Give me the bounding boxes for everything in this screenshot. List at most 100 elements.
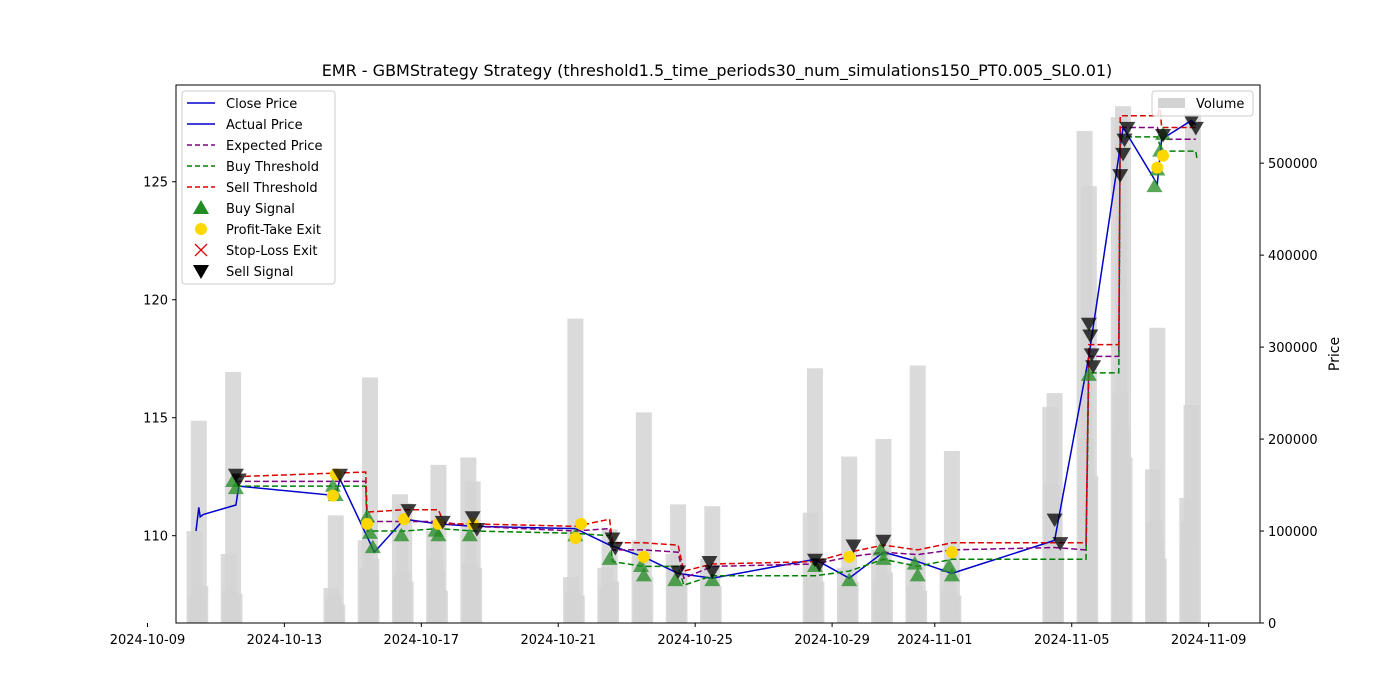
buy-signal-20 — [875, 551, 892, 565]
x-tick-label-4: 2024-10-25 — [657, 633, 733, 648]
legend-label-sell-signal: Sell Signal — [226, 265, 294, 280]
signal-markers — [225, 114, 1204, 587]
profit-take-exit-1 — [326, 489, 339, 502]
legend-label-profit-take-exit: Profit-Take Exit — [226, 223, 321, 238]
volume-bar-28 — [430, 464, 447, 623]
sell-signal-5 — [464, 511, 481, 525]
legend-label-buy-threshold: Buy Threshold — [226, 160, 319, 175]
legend-right: Volume — [1151, 90, 1254, 117]
sell-signal-25 — [1119, 121, 1136, 136]
sell-signal-1 — [230, 473, 247, 488]
sell-signal-22 — [1112, 169, 1129, 183]
volume-bar-78 — [909, 365, 926, 623]
x-tick-label-5: 2024-10-29 — [794, 633, 870, 648]
volume-bars — [186, 106, 1201, 623]
volume-bar-89 — [1048, 549, 1065, 623]
volume-bar-39 — [568, 595, 585, 623]
buy-signal-15 — [667, 572, 684, 587]
y-left-tick-label-2: 120 — [143, 294, 168, 309]
volume-bar-99 — [1116, 457, 1133, 623]
series-sell-threshold — [235, 108, 1196, 573]
y-right-tick-label-0: 0 — [1268, 617, 1276, 632]
sell-signal-16 — [1046, 513, 1063, 528]
buy-signal-6 — [364, 539, 381, 554]
volume-bar-44 — [603, 581, 620, 623]
legend-glyph-profit-take-exit — [195, 223, 207, 235]
buy-signal-26 — [1146, 178, 1163, 193]
volume-bar-13 — [327, 515, 344, 623]
x-axis: 2024-10-09 2024-10-13 2024-10-17 2024-10-21… — [110, 623, 1246, 648]
profit-take-exit-7 — [575, 517, 588, 530]
legend-left-box — [181, 90, 336, 285]
legend-glyph-stop-loss-exit — [194, 243, 208, 257]
sell-signal-26 — [1155, 128, 1172, 143]
y-axis-right-label: Price — [1327, 337, 1343, 371]
profit-take-exit-3 — [398, 513, 411, 526]
volume-bar-34 — [466, 567, 483, 623]
x-tick-label-1: 2024-10-13 — [247, 633, 323, 648]
sell-signal-2 — [332, 468, 349, 483]
legend-label-stop-loss-exit: Stop-Loss Exit — [226, 244, 318, 259]
profit-take-exit-11 — [1151, 161, 1164, 174]
volume-bar-49 — [637, 577, 654, 623]
volume-bar-8 — [225, 371, 242, 623]
buy-signal-5 — [361, 525, 378, 539]
profit-take-exit-10 — [945, 546, 958, 559]
volume-bar-64 — [808, 581, 825, 623]
buy-signal-10 — [461, 527, 478, 542]
y-right-tick-label-2: 200000 — [1268, 433, 1318, 448]
volume-bar-59 — [705, 586, 722, 623]
volume-bar-29 — [431, 590, 448, 623]
volume-bar-14 — [329, 604, 346, 623]
sell-signal-10 — [701, 556, 718, 570]
y-left-tick-label-0: 110 — [143, 530, 168, 545]
profit-take-exit-6 — [569, 532, 582, 545]
legend-right-box — [1151, 90, 1254, 117]
buy-signal-7 — [393, 527, 410, 542]
volume-bar-38 — [567, 318, 584, 623]
x-tick-label-7: 2024-11-05 — [1034, 633, 1110, 648]
volume-bar-24 — [397, 581, 414, 623]
y-axis-right: 0 100000 200000 300000 400000 500000 — [1260, 157, 1318, 632]
sell-signal-15 — [875, 534, 892, 549]
sell-signal-27 — [1183, 114, 1200, 129]
buy-signal-18 — [841, 572, 858, 587]
legend-glyph-volume — [1158, 98, 1185, 108]
sell-signal-9 — [670, 565, 687, 580]
buy-signal-14 — [635, 567, 652, 582]
volume-bar-84 — [945, 595, 962, 623]
volume-bar-104 — [1150, 558, 1167, 623]
y-right-tick-label-3: 300000 — [1268, 341, 1318, 356]
buy-signal-2 — [324, 478, 341, 492]
buy-signal-12 — [601, 551, 618, 565]
legend-glyph-buy-signal — [193, 200, 209, 214]
volume-bar-3 — [190, 420, 207, 623]
sell-signal-3 — [400, 504, 417, 518]
volume-bar-109 — [1184, 107, 1201, 623]
buy-signal-13 — [632, 558, 649, 572]
buy-signal-4 — [359, 508, 376, 523]
volume-bar-19 — [363, 558, 380, 623]
legend-label-expected-price: Expected Price — [226, 139, 323, 154]
sell-signal-11 — [704, 565, 721, 580]
sell-signal-21 — [1085, 360, 1102, 374]
buy-signal-19 — [872, 541, 889, 556]
buy-signal-25 — [1080, 367, 1097, 381]
legend-label-actual-price: Actual Price — [226, 118, 303, 133]
plot-frame — [175, 84, 1261, 624]
buy-signal-21 — [906, 556, 923, 570]
chart-title: EMR - GBMStrategy Strategy (threshold1.5… — [322, 61, 1113, 81]
volume-bar-9 — [226, 593, 243, 623]
buy-signal-1 — [227, 480, 244, 495]
y-right-tick-label-5: 500000 — [1268, 157, 1318, 172]
sell-signal-8 — [607, 541, 624, 556]
profit-take-exit-9 — [843, 550, 856, 563]
volume-bar-69 — [842, 581, 859, 623]
sell-signal-28 — [1187, 121, 1204, 136]
y-right-tick-label-4: 400000 — [1268, 249, 1318, 264]
buy-signal-16 — [704, 572, 721, 587]
profit-take-exit-2 — [361, 517, 374, 530]
sell-signal-19 — [1082, 329, 1099, 344]
x-tick-label-3: 2024-10-21 — [520, 633, 596, 648]
